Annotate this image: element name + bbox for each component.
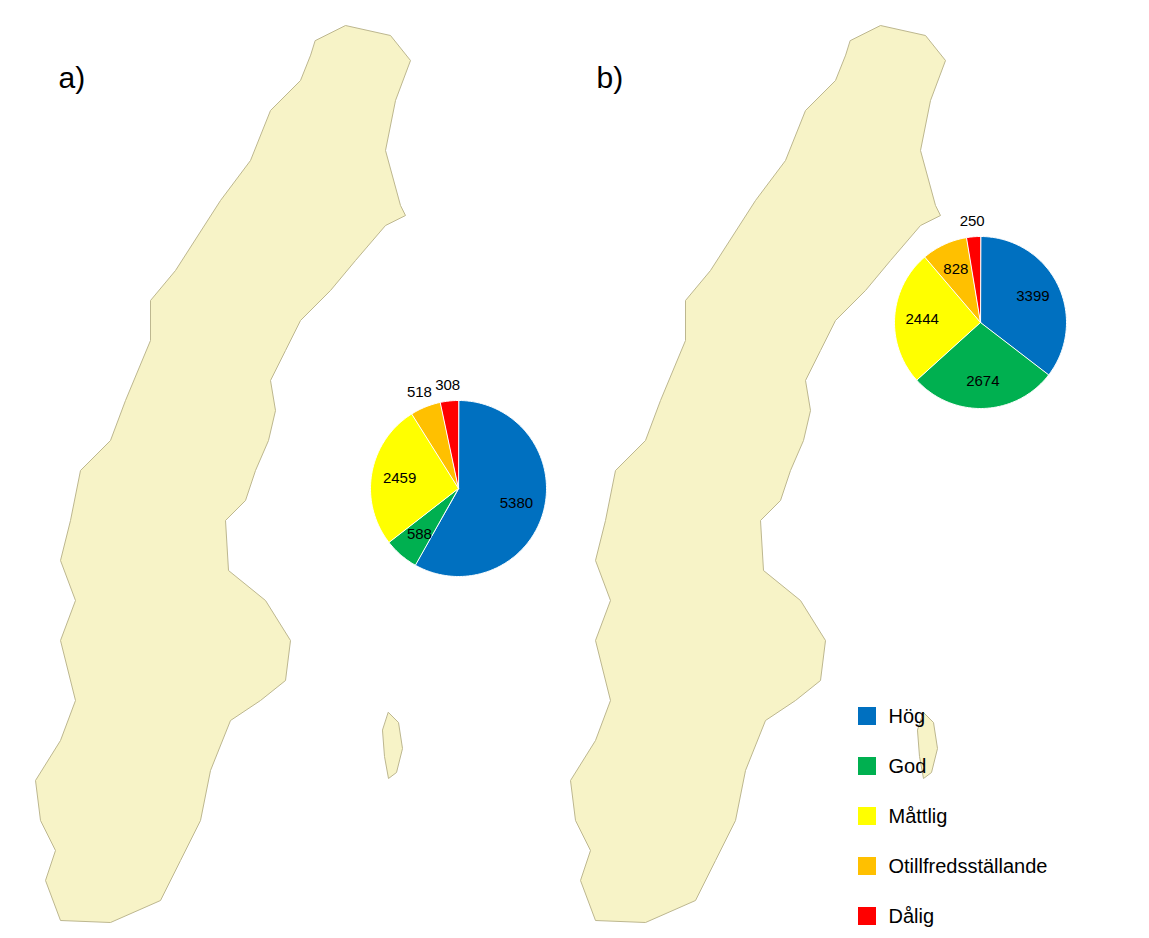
svg-text:3399: 3399 xyxy=(1016,287,1049,304)
svg-text:Otillfredsställande: Otillfredsställande xyxy=(889,855,1048,877)
svg-text:2459: 2459 xyxy=(383,469,416,486)
svg-text:308: 308 xyxy=(435,376,460,393)
svg-text:518: 518 xyxy=(407,383,432,400)
svg-text:588: 588 xyxy=(407,525,432,542)
svg-text:Dålig: Dålig xyxy=(889,905,935,927)
svg-text:b): b) xyxy=(597,61,624,94)
svg-text:2444: 2444 xyxy=(905,310,938,327)
svg-text:Hög: Hög xyxy=(889,705,926,727)
svg-text:828: 828 xyxy=(943,260,968,277)
svg-text:5380: 5380 xyxy=(500,494,533,511)
svg-text:2674: 2674 xyxy=(966,372,999,389)
svg-text:a): a) xyxy=(59,61,86,94)
svg-text:250: 250 xyxy=(960,212,985,229)
svg-text:God: God xyxy=(889,755,927,777)
svg-text:Måttlig: Måttlig xyxy=(889,805,948,827)
